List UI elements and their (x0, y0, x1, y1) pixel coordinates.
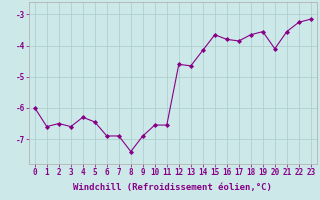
X-axis label: Windchill (Refroidissement éolien,°C): Windchill (Refroidissement éolien,°C) (73, 183, 272, 192)
